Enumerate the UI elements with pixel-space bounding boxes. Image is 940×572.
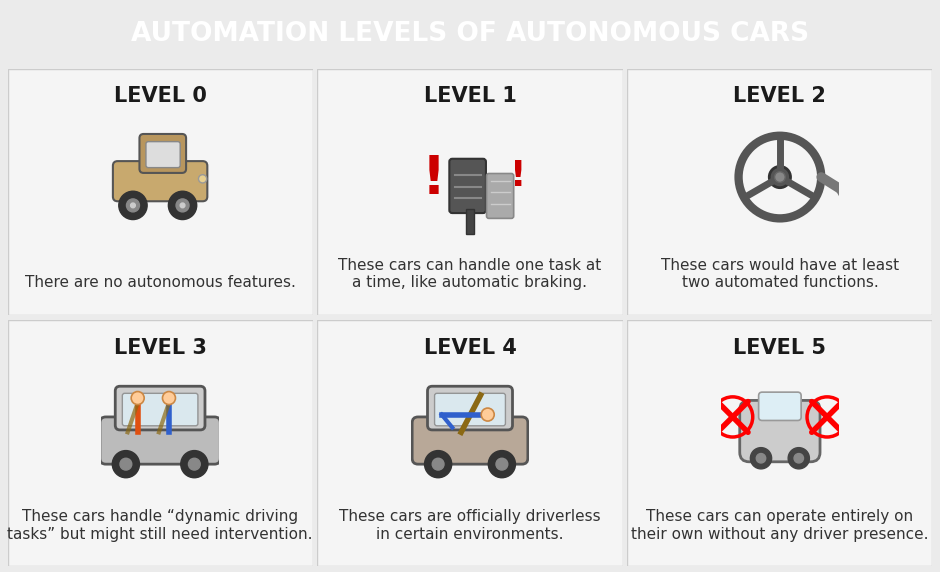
Circle shape bbox=[757, 454, 766, 463]
Text: These cars handle “dynamic driving
tasks” but might still need intervention.: These cars handle “dynamic driving tasks… bbox=[8, 509, 313, 542]
Text: These cars can operate entirely on
their own without any driver presence.: These cars can operate entirely on their… bbox=[631, 509, 929, 542]
FancyBboxPatch shape bbox=[113, 161, 208, 201]
Circle shape bbox=[163, 392, 176, 404]
Circle shape bbox=[112, 451, 139, 478]
FancyBboxPatch shape bbox=[412, 417, 528, 464]
Text: AUTOMATION LEVELS OF AUTONOMOUS CARS: AUTOMATION LEVELS OF AUTONOMOUS CARS bbox=[131, 21, 809, 47]
FancyBboxPatch shape bbox=[449, 159, 486, 213]
Circle shape bbox=[131, 203, 135, 208]
FancyBboxPatch shape bbox=[100, 417, 220, 464]
Bar bbox=[466, 209, 474, 234]
Text: LEVEL 2: LEVEL 2 bbox=[733, 86, 826, 106]
Circle shape bbox=[180, 203, 185, 208]
Circle shape bbox=[488, 451, 515, 478]
FancyBboxPatch shape bbox=[434, 394, 506, 426]
Circle shape bbox=[127, 199, 139, 212]
Circle shape bbox=[775, 172, 785, 182]
Circle shape bbox=[180, 451, 208, 478]
Circle shape bbox=[425, 451, 452, 478]
Text: LEVEL 1: LEVEL 1 bbox=[424, 86, 516, 106]
Text: LEVEL 5: LEVEL 5 bbox=[733, 337, 826, 358]
FancyBboxPatch shape bbox=[759, 392, 801, 420]
Text: These cars would have at least
two automated functions.: These cars would have at least two autom… bbox=[661, 257, 899, 290]
FancyBboxPatch shape bbox=[116, 386, 205, 430]
Circle shape bbox=[120, 458, 132, 470]
Circle shape bbox=[769, 166, 791, 188]
FancyBboxPatch shape bbox=[487, 173, 513, 219]
FancyBboxPatch shape bbox=[146, 142, 180, 168]
FancyBboxPatch shape bbox=[740, 400, 820, 462]
Text: These cars can handle one task at
a time, like automatic braking.: These cars can handle one task at a time… bbox=[338, 257, 602, 290]
Text: !: ! bbox=[510, 159, 526, 193]
Circle shape bbox=[188, 458, 200, 470]
FancyBboxPatch shape bbox=[627, 320, 932, 566]
Circle shape bbox=[118, 191, 148, 220]
Circle shape bbox=[788, 448, 809, 469]
Text: LEVEL 4: LEVEL 4 bbox=[424, 337, 516, 358]
Text: LEVEL 0: LEVEL 0 bbox=[114, 86, 207, 106]
Circle shape bbox=[496, 458, 508, 470]
Circle shape bbox=[198, 174, 207, 183]
FancyBboxPatch shape bbox=[428, 386, 512, 430]
FancyBboxPatch shape bbox=[139, 134, 186, 173]
FancyBboxPatch shape bbox=[8, 69, 313, 315]
FancyBboxPatch shape bbox=[318, 69, 622, 315]
Circle shape bbox=[794, 454, 804, 463]
Text: !: ! bbox=[421, 153, 446, 205]
FancyBboxPatch shape bbox=[8, 320, 313, 566]
FancyBboxPatch shape bbox=[122, 394, 198, 426]
Circle shape bbox=[132, 392, 144, 404]
Text: These cars are officially driverless
in certain environments.: These cars are officially driverless in … bbox=[339, 509, 601, 542]
Circle shape bbox=[168, 191, 196, 220]
Text: LEVEL 3: LEVEL 3 bbox=[114, 337, 207, 358]
Circle shape bbox=[750, 448, 772, 469]
FancyBboxPatch shape bbox=[627, 69, 932, 315]
Circle shape bbox=[432, 458, 444, 470]
FancyBboxPatch shape bbox=[318, 320, 622, 566]
Circle shape bbox=[481, 408, 494, 421]
Circle shape bbox=[176, 199, 189, 212]
Text: There are no autonomous features.: There are no autonomous features. bbox=[24, 275, 295, 290]
